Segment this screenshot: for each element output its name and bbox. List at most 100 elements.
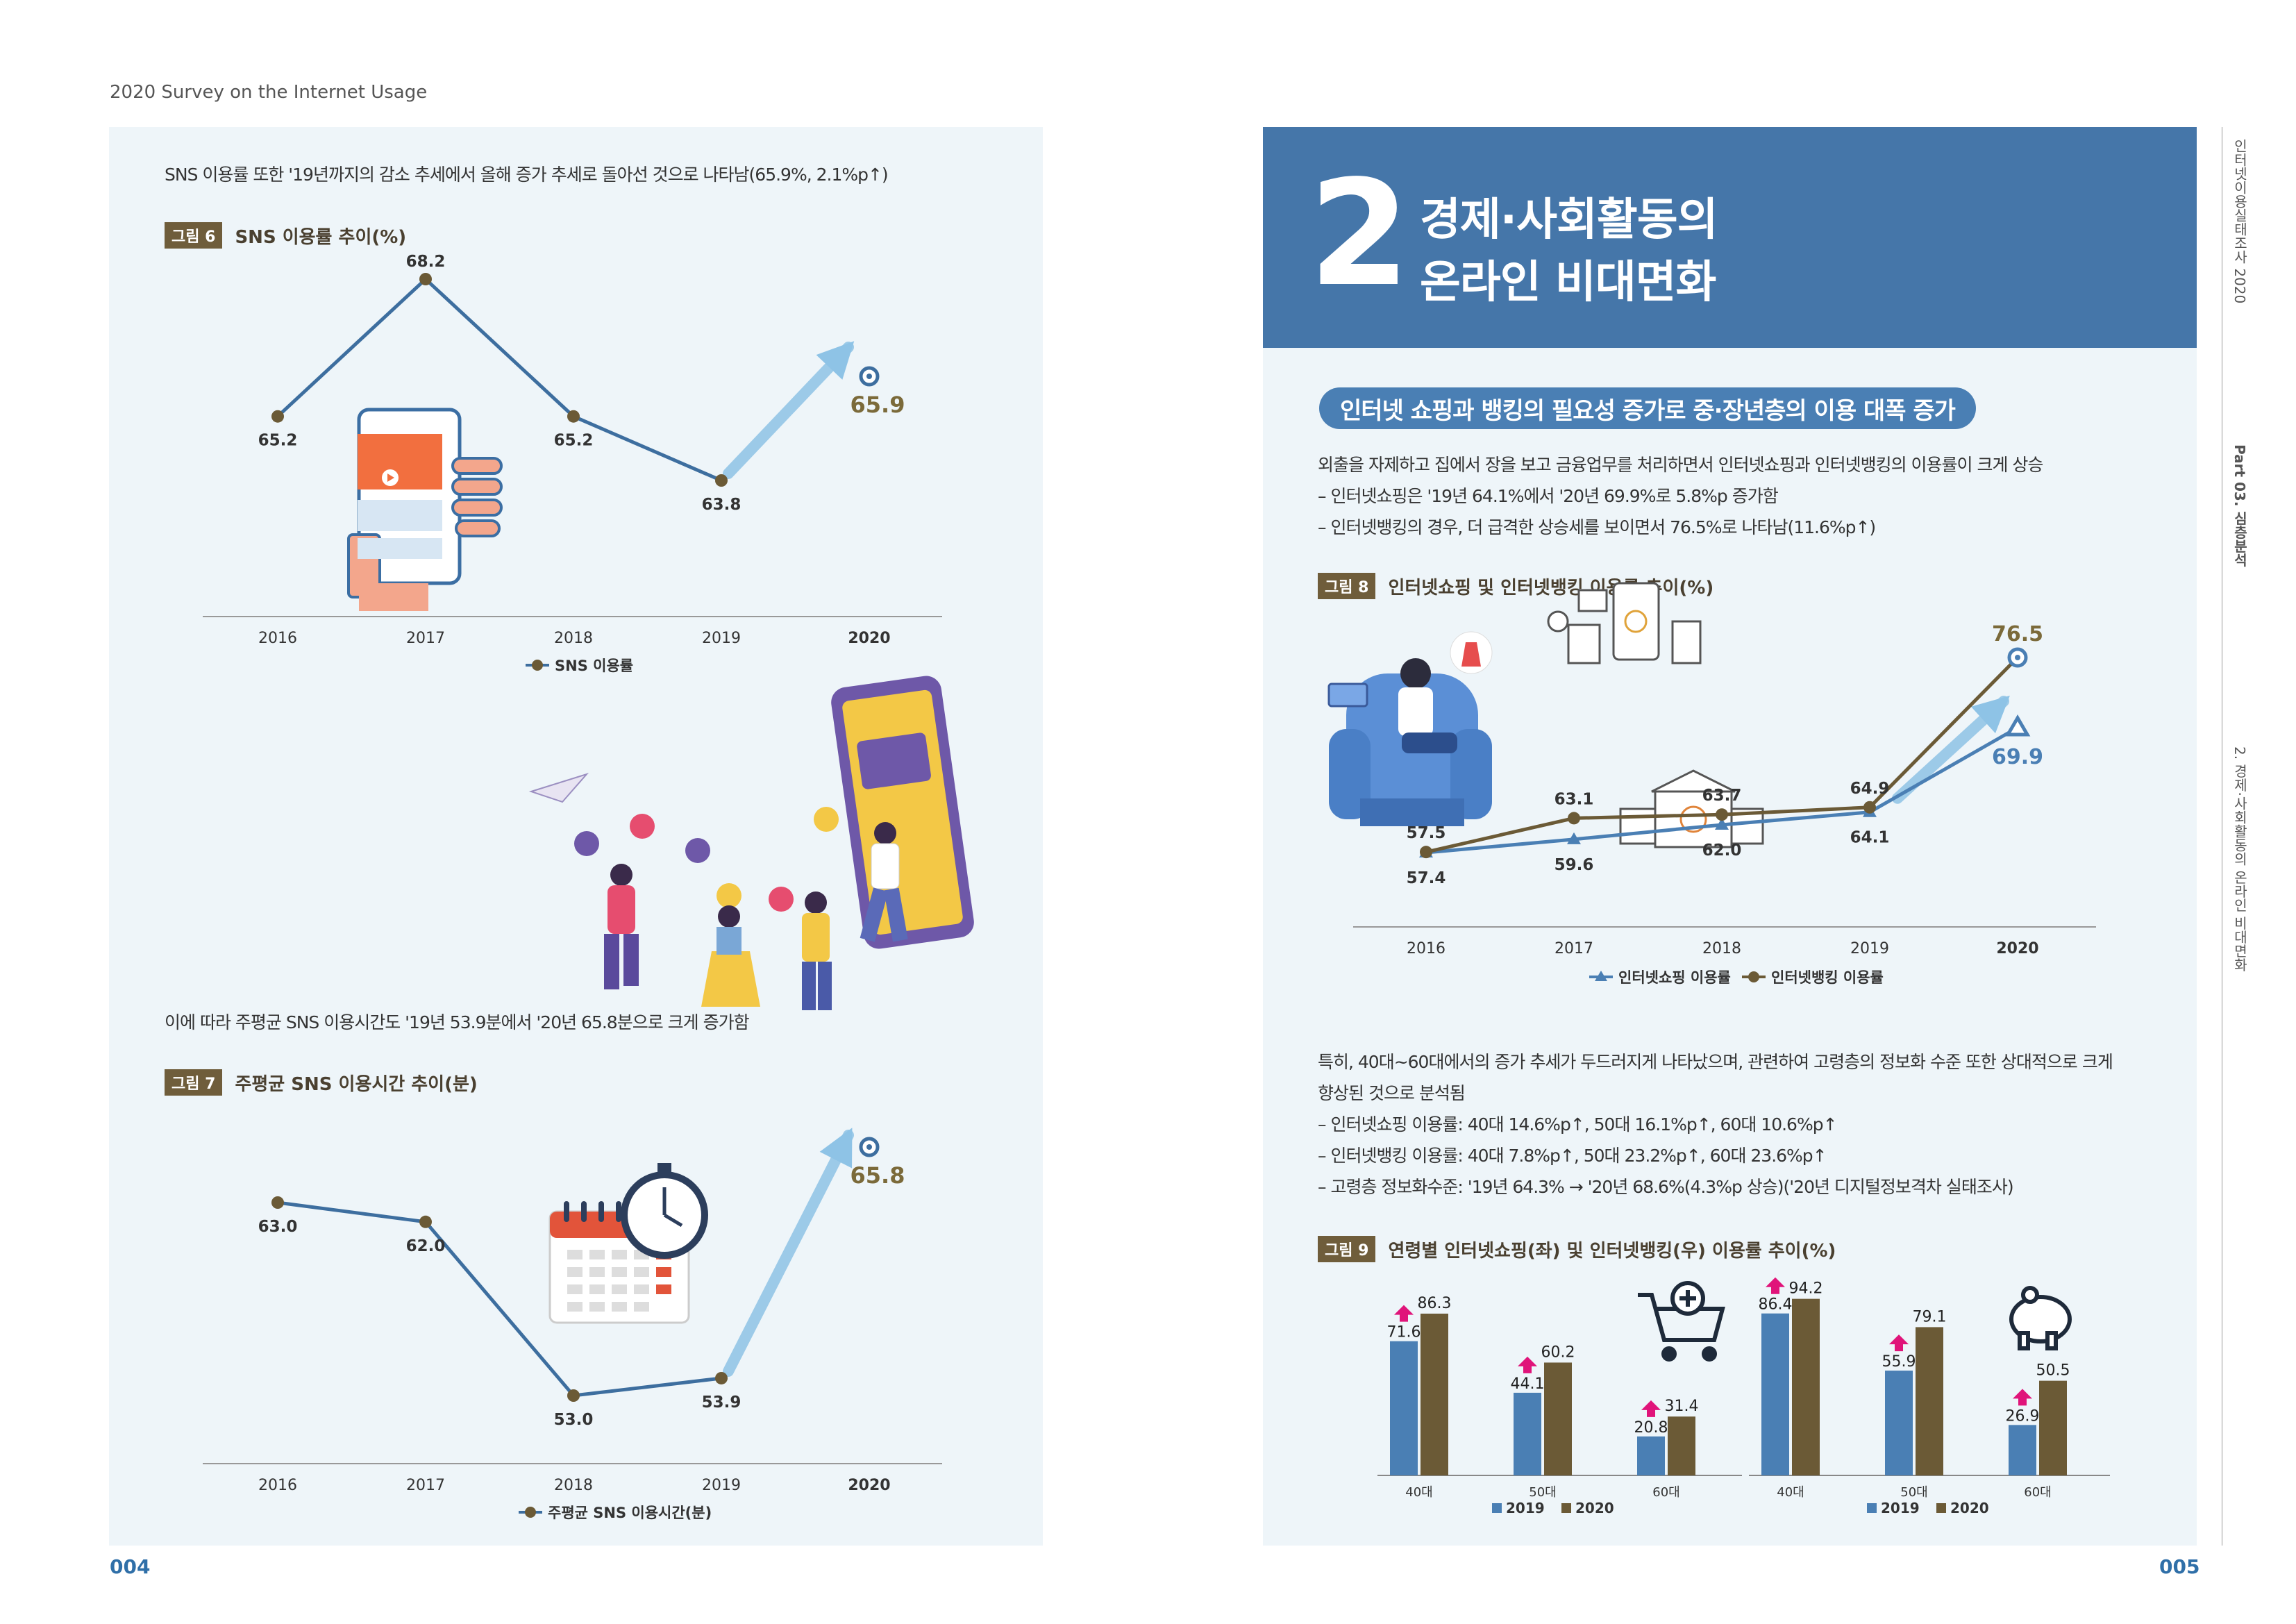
- shopping-data-label: 57.4: [1407, 869, 1446, 887]
- increase-arrow: [1766, 1277, 1785, 1294]
- data-label: 65.2: [554, 432, 594, 450]
- legend-banking-marker: [1748, 971, 1759, 982]
- trend-arrow: [1892, 695, 2010, 804]
- x-tick-label: 2020: [1996, 940, 2038, 957]
- data-point-latest-center: [866, 1144, 872, 1150]
- data-point: [419, 1215, 432, 1228]
- side-tab-section: 2. 경제·사회활동의 온라인 비대면화: [2231, 746, 2248, 972]
- piggy-bank-icon: [2009, 1286, 2072, 1350]
- data-point: [419, 273, 432, 285]
- bar-2020: [1544, 1362, 1572, 1475]
- fig7-caption: 그림 7 주평균 SNS 이용시간 추이(분): [165, 1069, 478, 1096]
- bullet-2: – 인터넷뱅킹의 경우, 더 급격한 상승세를 보이면서 76.5%로 나타남(…: [1318, 517, 1876, 537]
- shopping-data-point: [1567, 832, 1581, 844]
- x-tick-label: 2019: [1850, 940, 1889, 957]
- running-header: 2020 Survey on the Internet Usage: [110, 82, 428, 103]
- trend-arrow: [723, 1128, 854, 1377]
- side-tab-part: Part 03. 심층분석: [2231, 444, 2248, 567]
- data-point: [567, 410, 580, 423]
- bar-label-2020: 50.5: [2036, 1362, 2070, 1380]
- bar-label-2020: 79.1: [1913, 1308, 1947, 1325]
- legend-2020-swatch: [1936, 1503, 1946, 1513]
- x-tick-label: 40대: [1405, 1485, 1432, 1500]
- bullet-4: – 인터넷뱅킹 이용률: 40대 7.8%p↑, 50대 23.2%p↑, 60…: [1318, 1146, 1827, 1166]
- banking-data-label: 63.1: [1555, 790, 1594, 808]
- increase-arrow: [1889, 1334, 1909, 1352]
- legend-2020-label: 2020: [1950, 1500, 1989, 1516]
- x-tick-label: 60대: [1652, 1485, 1679, 1500]
- data-point: [271, 410, 284, 423]
- paragraph-2a: 특히, 40대~60대에서의 증가 추세가 두드러지게 나타났으며, 관련하여 …: [1318, 1052, 2113, 1072]
- bar-2020: [1792, 1298, 1820, 1475]
- sns-intro-text: SNS 이용률 또한 '19년까지의 감소 추세에서 올해 증가 추세로 돌아선…: [165, 165, 889, 185]
- x-tick-label: 60대: [2024, 1485, 2051, 1500]
- bar-label-2020: 60.2: [1541, 1343, 1575, 1361]
- bar-2020: [1421, 1313, 1448, 1475]
- x-tick-label: 2017: [1555, 940, 1593, 957]
- data-label: 62.0: [406, 1237, 446, 1255]
- legend-2020-swatch: [1561, 1503, 1571, 1513]
- x-tick-label: 2019: [702, 1477, 741, 1494]
- shopping-data-point-latest: [2004, 714, 2031, 737]
- banking-data-point: [1568, 812, 1580, 825]
- x-tick-label: 2018: [554, 630, 593, 647]
- section-title-line2: 온라인 비대면화: [1420, 257, 1716, 308]
- legend-label: SNS 이용률: [555, 658, 633, 674]
- bar-label-2020: 94.2: [1789, 1280, 1823, 1298]
- legend-swatch-dot: [525, 1507, 536, 1518]
- legend-2019-label: 2019: [1506, 1500, 1545, 1516]
- bar-2019: [1637, 1436, 1665, 1475]
- page-number-right: 005: [2159, 1555, 2200, 1578]
- trend-arrow-head: [1970, 695, 2010, 734]
- legend-2019-label: 2019: [1881, 1500, 1920, 1516]
- calendar-clock-illustration: [548, 1163, 708, 1324]
- legend-banking-label: 인터넷뱅킹 이용률: [1771, 969, 1884, 986]
- bar-label-2020: 86.3: [1418, 1295, 1452, 1312]
- bullet-1: – 인터넷쇼핑은 '19년 64.1%에서 '20년 69.9%로 5.8%p …: [1318, 486, 1779, 506]
- woman-in-chair-illustration: [1327, 631, 1493, 826]
- data-label: 53.9: [702, 1393, 741, 1412]
- bar-2019: [1514, 1392, 1541, 1475]
- bullet-5: – 고령층 정보화수준: '19년 64.3% → '20년 68.6%(4.3…: [1318, 1177, 2014, 1197]
- data-label: 63.0: [258, 1218, 298, 1236]
- banking-data-label: 64.9: [1850, 780, 1890, 798]
- bar-2019: [2009, 1425, 2036, 1475]
- banking-data-point: [1716, 808, 1728, 821]
- bar-2020: [2039, 1380, 2067, 1475]
- legend-label: 주평균 SNS 이용시간(분): [548, 1505, 712, 1521]
- bar-label-2019: 20.8: [1634, 1419, 1668, 1437]
- bar-label-2019: 26.9: [2006, 1407, 2040, 1425]
- shopping-data-label: 62.0: [1702, 842, 1742, 860]
- banking-data-label: 57.5: [1407, 824, 1446, 842]
- sns-time-text: 이에 따라 주평균 SNS 이용시간도 '19년 53.9분에서 '20년 65…: [165, 1012, 750, 1032]
- shopping-data-label: 59.6: [1555, 856, 1594, 874]
- x-tick-label: 50대: [1529, 1485, 1556, 1500]
- bar-2019: [1390, 1341, 1418, 1475]
- data-point-latest-center: [866, 374, 872, 379]
- x-tick-label: 2020: [848, 630, 890, 647]
- paragraph-1: 외출을 자제하고 집에서 장을 보고 금융업무를 처리하면서 인터넷쇼핑과 인터…: [1318, 455, 2043, 475]
- x-tick-label: 40대: [1777, 1485, 1804, 1500]
- data-point: [271, 1196, 284, 1209]
- increase-arrow: [2013, 1389, 2032, 1406]
- banking-data-label-latest: 76.5: [1992, 622, 2043, 646]
- fig9-caption: 그림 9 연령별 인터넷쇼핑(좌) 및 인터넷뱅킹(우) 이용률 추이(%): [1318, 1236, 1836, 1262]
- legend-2019-swatch: [1867, 1503, 1877, 1513]
- data-point: [715, 1371, 728, 1384]
- series-line: [276, 276, 722, 483]
- fig8-badge: 그림 8: [1318, 573, 1376, 599]
- banking-data-point: [1863, 801, 1876, 814]
- fig7-chart: 63.0 62.0 53.0 53.9 65.8 2016 2017 2018 2019 2020…: [203, 1128, 942, 1521]
- bar-label-2019: 44.1: [1511, 1375, 1545, 1393]
- bar-label-2019: 71.6: [1387, 1324, 1421, 1341]
- fig9-chart: 71.6 86.3 40대 44.1 60.2 50대 20.8 31.4 60대 2019 202…: [1377, 1277, 2110, 1516]
- fig7-badge: 그림 7: [165, 1069, 223, 1096]
- increase-arrow: [1394, 1305, 1414, 1322]
- fig7-title: 주평균 SNS 이용시간 추이(분): [235, 1073, 478, 1095]
- fig8-chart: 57.4 59.6 62.0 64.1 69.9 57.5 63.1 63.7 64.9 76.5…: [1327, 582, 2096, 986]
- people-illustration: [528, 676, 974, 1010]
- subheading: 인터넷 쇼핑과 뱅킹의 필요성 증가로 중·장년층의 이용 대폭 증가: [1319, 387, 1976, 429]
- fig9-badge: 그림 9: [1318, 1236, 1376, 1262]
- paragraph-2b: 향상된 것으로 분석됨: [1318, 1083, 1466, 1103]
- shopping-data-point: [1715, 817, 1729, 830]
